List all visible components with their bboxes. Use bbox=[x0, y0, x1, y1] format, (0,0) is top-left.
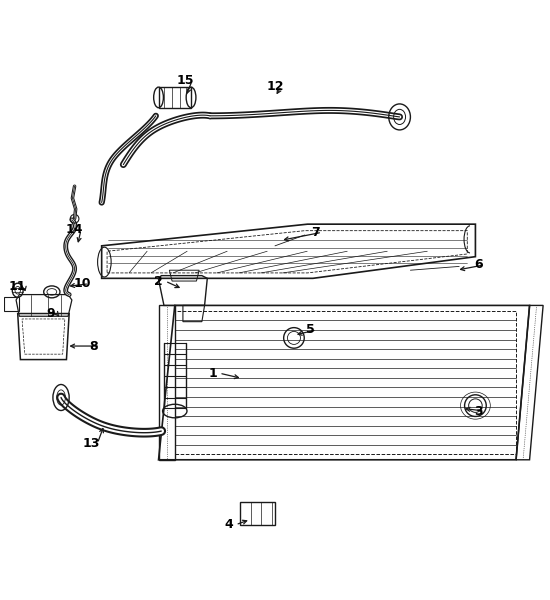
Bar bbox=[158, 87, 191, 108]
Text: 3: 3 bbox=[474, 404, 482, 418]
Text: 1: 1 bbox=[208, 367, 217, 380]
Text: 2: 2 bbox=[154, 275, 163, 287]
Bar bbox=[240, 502, 275, 525]
Text: 5: 5 bbox=[306, 323, 315, 336]
Text: 11: 11 bbox=[9, 280, 26, 293]
Text: 7: 7 bbox=[311, 226, 320, 239]
Text: 8: 8 bbox=[89, 340, 98, 353]
Text: 6: 6 bbox=[474, 258, 482, 271]
Text: 14: 14 bbox=[66, 223, 84, 236]
Text: 13: 13 bbox=[82, 437, 100, 450]
Text: 4: 4 bbox=[224, 518, 233, 531]
Text: 12: 12 bbox=[266, 80, 284, 92]
Text: 15: 15 bbox=[177, 74, 194, 87]
Text: 10: 10 bbox=[74, 277, 91, 290]
Text: 9: 9 bbox=[46, 307, 54, 320]
